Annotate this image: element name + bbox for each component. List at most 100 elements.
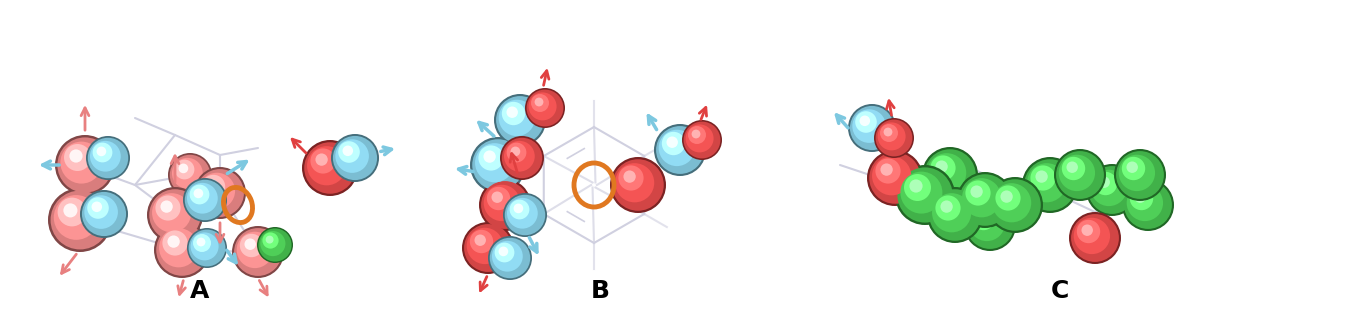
Circle shape (335, 139, 369, 173)
Circle shape (876, 120, 912, 157)
Circle shape (304, 142, 356, 194)
Circle shape (342, 146, 353, 156)
Circle shape (197, 238, 205, 246)
Circle shape (155, 222, 211, 278)
Circle shape (867, 150, 923, 206)
Circle shape (1114, 149, 1166, 201)
Circle shape (338, 141, 360, 163)
Circle shape (932, 193, 971, 232)
Circle shape (471, 137, 527, 193)
Circle shape (1077, 220, 1100, 243)
Circle shape (190, 232, 219, 260)
Circle shape (306, 146, 346, 185)
Circle shape (179, 164, 189, 173)
Circle shape (257, 227, 293, 263)
Circle shape (1062, 157, 1085, 180)
Circle shape (508, 198, 538, 229)
Circle shape (469, 230, 494, 253)
Circle shape (1071, 214, 1119, 262)
Circle shape (855, 111, 877, 133)
Circle shape (940, 200, 952, 213)
Circle shape (895, 165, 955, 225)
Circle shape (986, 177, 1042, 233)
Circle shape (202, 175, 226, 198)
Circle shape (930, 156, 956, 180)
Circle shape (876, 159, 900, 183)
Circle shape (958, 172, 1012, 228)
Circle shape (302, 140, 358, 196)
Circle shape (160, 200, 172, 213)
Circle shape (1127, 185, 1163, 221)
Circle shape (970, 185, 982, 198)
Circle shape (1122, 179, 1174, 231)
Circle shape (475, 234, 486, 246)
Circle shape (234, 228, 282, 276)
Circle shape (1094, 172, 1118, 195)
Circle shape (977, 211, 988, 223)
Circle shape (962, 178, 1001, 217)
Circle shape (1030, 166, 1056, 190)
Circle shape (1122, 157, 1145, 180)
Circle shape (1126, 162, 1138, 173)
Circle shape (1099, 176, 1109, 188)
Text: C: C (1051, 279, 1070, 303)
Circle shape (198, 173, 235, 209)
Circle shape (175, 160, 194, 179)
Circle shape (260, 231, 286, 256)
Circle shape (657, 126, 705, 174)
Circle shape (57, 197, 86, 226)
Circle shape (925, 149, 975, 201)
Circle shape (1119, 155, 1155, 191)
Circle shape (187, 183, 218, 214)
Circle shape (618, 166, 643, 190)
Circle shape (259, 228, 291, 261)
Circle shape (1088, 166, 1135, 214)
Circle shape (70, 150, 82, 163)
Circle shape (1090, 170, 1127, 206)
Circle shape (1067, 162, 1078, 173)
Circle shape (64, 144, 92, 171)
Circle shape (1036, 170, 1048, 183)
Circle shape (193, 234, 211, 252)
Circle shape (989, 179, 1041, 231)
Circle shape (190, 184, 209, 204)
Circle shape (502, 102, 525, 125)
Circle shape (503, 141, 535, 171)
Circle shape (483, 151, 495, 163)
Circle shape (499, 136, 544, 180)
Circle shape (159, 228, 198, 267)
Circle shape (871, 156, 911, 195)
Circle shape (1025, 159, 1075, 211)
Circle shape (1082, 224, 1093, 236)
Circle shape (86, 136, 130, 180)
Circle shape (53, 195, 98, 240)
Circle shape (1000, 190, 1012, 203)
Circle shape (848, 104, 896, 152)
Circle shape (146, 187, 202, 243)
Circle shape (163, 230, 187, 256)
Circle shape (502, 138, 542, 178)
Circle shape (992, 183, 1031, 222)
Circle shape (492, 241, 523, 272)
Circle shape (237, 232, 274, 268)
Circle shape (499, 100, 535, 136)
Circle shape (331, 134, 379, 182)
Circle shape (531, 94, 549, 112)
Circle shape (88, 197, 109, 219)
Circle shape (265, 236, 274, 243)
Circle shape (185, 180, 226, 220)
Circle shape (513, 203, 523, 213)
Circle shape (966, 201, 1014, 249)
Text: B: B (591, 279, 610, 303)
Circle shape (316, 154, 328, 166)
Circle shape (263, 232, 279, 249)
Circle shape (662, 132, 685, 155)
Circle shape (464, 224, 512, 272)
Circle shape (466, 228, 503, 264)
Circle shape (189, 229, 226, 266)
Circle shape (658, 130, 695, 166)
Circle shape (149, 189, 201, 241)
Circle shape (510, 147, 520, 156)
Circle shape (692, 130, 700, 139)
Circle shape (245, 238, 256, 250)
